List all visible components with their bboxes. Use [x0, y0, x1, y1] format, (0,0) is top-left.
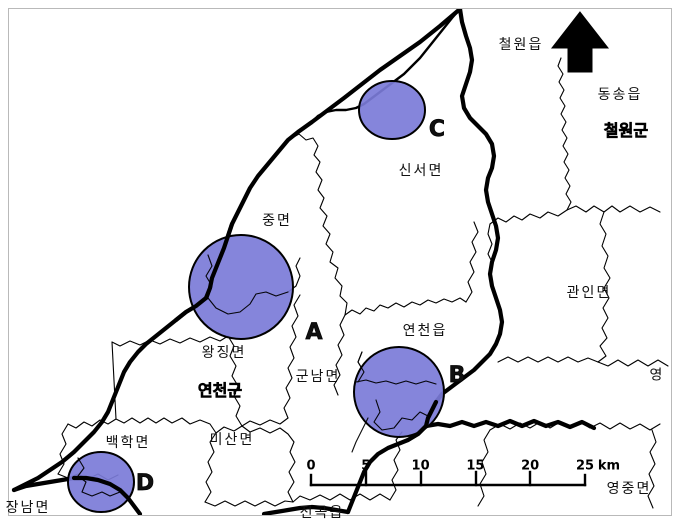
scale-tick-25: 25 [575, 458, 595, 474]
town-label-백학면: 백학면 [105, 435, 151, 451]
town-label-장남면: 장남면 [5, 500, 51, 516]
cluster-marker-C: C [428, 117, 446, 142]
cluster-marker-A: A [305, 320, 323, 345]
county-label-철원군: 철원군 [603, 121, 649, 140]
town-label-관인면: 관인면 [566, 285, 612, 301]
town-label-중면: 중면 [262, 213, 292, 229]
town-label-신서면: 신서면 [398, 163, 444, 179]
town-label-영중면: 영중면 [606, 481, 652, 497]
town-label-연천읍: 연천읍 [402, 323, 448, 339]
town-label-동송읍: 동송읍 [597, 87, 643, 103]
cluster-marker-D: D [135, 471, 155, 496]
vertical-label-영: 영 [647, 367, 663, 383]
town-label-왕징면: 왕징면 [201, 345, 247, 361]
scale-tick-5: 5 [361, 458, 371, 474]
town-label-철원읍: 철원읍 [498, 37, 544, 53]
scale-tick-20: 20 [521, 458, 540, 474]
scale-tick-15: 15 [466, 458, 485, 474]
town-label-전곡읍: 전곡읍 [299, 505, 345, 521]
town-label-미산면: 미산면 [209, 432, 255, 448]
town-label-군남면: 군남면 [295, 369, 341, 385]
county-label-연천군: 연천군 [197, 381, 243, 400]
scale-unit-label: km [597, 458, 621, 474]
scale-tick-10: 10 [411, 458, 430, 474]
scale-tick-0: 0 [306, 458, 316, 474]
cluster-marker-B: B [448, 363, 466, 388]
